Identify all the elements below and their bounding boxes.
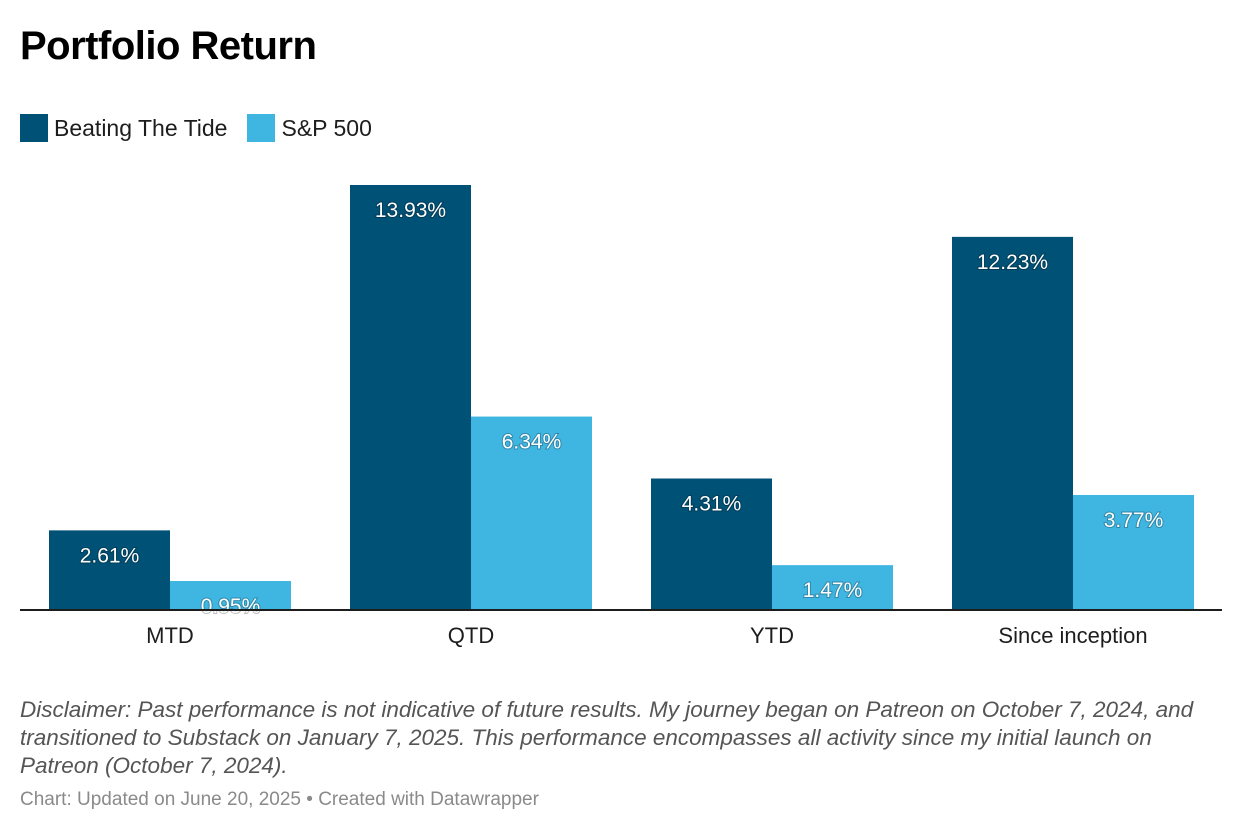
x-tick-label-mtd: MTD: [146, 623, 194, 648]
data-label-s-p-500-ytd: 1.47%: [803, 579, 863, 602]
legend: Beating The Tide S&P 500: [20, 114, 392, 142]
bar-beating-the-tide-qtd: [350, 185, 471, 610]
data-label-beating-the-tide-since-inception: 12.23%: [977, 251, 1048, 274]
bar-beating-the-tide-ytd: [651, 478, 772, 610]
data-label-beating-the-tide-qtd: 13.93%: [375, 199, 446, 222]
data-label-s-p-500-qtd: 6.34%: [502, 431, 562, 454]
bar-s-p-500-mtd: [170, 581, 291, 610]
legend-swatch-sp-500: [247, 114, 276, 142]
bar-s-p-500-qtd: [471, 416, 592, 610]
x-tick-label-since-inception: Since inception: [998, 623, 1147, 648]
data-label-s-p-500-mtd: 0.95%: [201, 595, 261, 618]
x-tick-label-qtd: QTD: [448, 623, 494, 648]
data-label-beating-the-tide-mtd: 2.61%: [80, 544, 140, 567]
legend-label-beating-the-tide: Beating The Tide: [54, 114, 228, 141]
bar-beating-the-tide-mtd: [49, 530, 170, 610]
chart-title: Portfolio Return: [20, 24, 317, 68]
legend-swatch-beating-the-tide: [20, 114, 48, 142]
bar-beating-the-tide-since-inception: [952, 236, 1073, 611]
x-tick-label-ytd: YTD: [750, 623, 794, 648]
disclaimer-note: Disclaimer: Past performance is not indi…: [20, 697, 1194, 778]
bar-s-p-500-ytd: [772, 565, 893, 610]
legend-item-beating-the-tide: Beating The Tide: [20, 114, 227, 142]
data-label-s-p-500-since-inception: 3.77%: [1104, 509, 1164, 532]
legend-label-sp-500: S&P 500: [281, 114, 372, 141]
data-label-beating-the-tide-ytd: 4.31%: [682, 493, 742, 516]
bar-s-p-500-since-inception: [1073, 494, 1194, 610]
legend-item-sp-500: S&P 500: [247, 114, 372, 142]
chart-credit: Chart: Updated on June 20, 2025 • Create…: [20, 789, 539, 810]
